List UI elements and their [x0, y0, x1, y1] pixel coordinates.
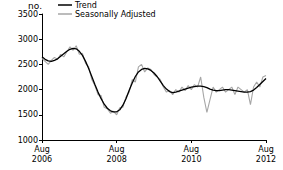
svg-text:Aug: Aug [34, 145, 50, 154]
svg-text:2012: 2012 [256, 155, 276, 164]
svg-text:2010: 2010 [181, 155, 201, 164]
svg-text:2008: 2008 [106, 155, 126, 164]
svg-text:Aug: Aug [258, 145, 274, 154]
svg-text:3500: 3500 [18, 10, 38, 19]
svg-text:2000: 2000 [18, 85, 38, 94]
svg-text:2006: 2006 [32, 155, 52, 164]
svg-text:Seasonally Adjusted: Seasonally Adjusted [75, 10, 156, 19]
svg-text:Aug: Aug [184, 145, 200, 154]
svg-text:1000: 1000 [18, 136, 38, 145]
svg-text:2500: 2500 [18, 60, 38, 69]
svg-text:1500: 1500 [18, 110, 38, 119]
svg-text:no.: no. [28, 0, 42, 11]
svg-text:Trend: Trend [74, 1, 97, 10]
svg-text:3000: 3000 [18, 35, 38, 44]
svg-text:Aug: Aug [109, 145, 125, 154]
